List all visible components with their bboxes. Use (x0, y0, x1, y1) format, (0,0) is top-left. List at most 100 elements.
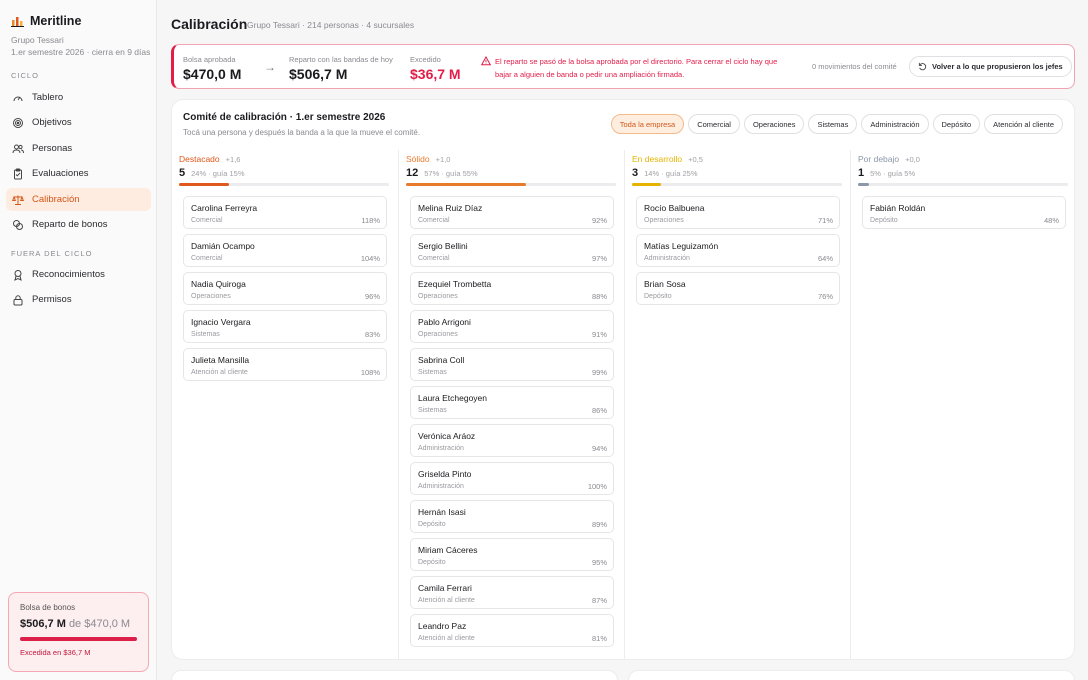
person-card[interactable]: Ignacio Vergara Sistemas 83% (183, 310, 387, 343)
revert-button-label: Volver a lo que propusieron los jefes (932, 62, 1063, 71)
sidebar-item-label: Permisos (32, 294, 72, 305)
budget-alert-text: El reparto se pasó de la bolsa aprobada … (495, 57, 778, 79)
band-name: Por debajo (858, 154, 900, 164)
person-score: 87% (591, 596, 607, 605)
budget-alert-bar: Bolsa aprobada $470,0 M → Reparto con la… (171, 44, 1075, 89)
org-name: Grupo Tessari (11, 35, 64, 45)
filter-chip[interactable]: Depósito (932, 114, 981, 134)
person-score: 83% (364, 330, 380, 339)
band-column[interactable]: En desarrollo +0,5 3 14% · guía 25% Rocío Ba… (624, 150, 850, 659)
bonus-pool-value: $506,7 M (20, 618, 66, 630)
person-department: Operaciones (418, 331, 458, 338)
person-card[interactable]: Verónica Aráoz Administración 94% (410, 424, 614, 457)
person-card[interactable]: Miriam Cáceres Depósito 95% (410, 538, 614, 571)
bonus-pool-label: Bolsa de bonos (20, 603, 76, 612)
person-name: Laura Etchegoyen (418, 393, 487, 403)
sidebar-item-tablero[interactable]: Tablero (6, 86, 151, 109)
approved-budget: Bolsa aprobada $470,0 M (183, 55, 241, 82)
person-department: Operaciones (418, 293, 458, 300)
section-label-out: FUERA DEL CICLO (11, 249, 93, 258)
band-progress-bar (858, 183, 1068, 186)
today-distribution-value: $506,7 M (289, 66, 348, 82)
person-card[interactable]: Matías Leguizamón Administración 64% (636, 234, 840, 267)
person-card[interactable]: Fabián Roldán Depósito 48% (862, 196, 1066, 229)
band-header: En desarrollo +0,5 (632, 154, 703, 164)
band-name: Destacado (179, 154, 220, 164)
person-name: Camila Ferrari (418, 583, 472, 593)
today-distribution-label: Reparto con las bandas de hoy (289, 55, 393, 64)
sidebar-item-personas[interactable]: Personas (6, 137, 151, 160)
person-score: 97% (591, 254, 607, 263)
person-card[interactable]: Sabrina Coll Sistemas 99% (410, 348, 614, 381)
person-department: Sistemas (418, 369, 447, 376)
person-name: Pablo Arrigoni (418, 317, 471, 327)
person-score: 118% (361, 216, 380, 225)
section-label-cycle: CICLO (11, 71, 39, 80)
sidebar-item-permisos[interactable]: Permisos (6, 288, 151, 311)
person-department: Sistemas (191, 331, 220, 338)
band-column[interactable]: Por debajo +0,0 1 5% · guía 5% Fabián Roldán… (850, 150, 1074, 659)
person-card[interactable]: Brian Sosa Depósito 76% (636, 272, 840, 305)
person-department: Comercial (418, 217, 450, 224)
person-card[interactable]: Leandro Paz Atención al cliente 81% (410, 614, 614, 647)
area-filter-chips: Toda la empresa Comercial Operaciones Siste… (610, 114, 1063, 134)
filter-chip[interactable]: Operaciones (743, 114, 805, 134)
person-card[interactable]: Carolina Ferreyra Comercial 118% (183, 196, 387, 229)
person-department: Depósito (644, 293, 672, 300)
band-column[interactable]: Sólido +1,0 12 57% · guía 55% Melina Ruiz Dí… (398, 150, 624, 659)
filter-chip[interactable]: Atención al cliente (984, 114, 1063, 134)
exceeded-value: $36,7 M (410, 66, 461, 82)
person-name: Melina Ruiz Díaz (418, 203, 483, 213)
band-progress-fill (858, 183, 869, 186)
person-department: Administración (418, 483, 464, 490)
person-name: Leandro Paz (418, 621, 467, 631)
person-score: 104% (360, 254, 380, 263)
person-score: 99% (591, 368, 607, 377)
today-distribution: Reparto con las bandas de hoy $506,7 M (289, 55, 393, 82)
person-card[interactable]: Melina Ruiz Díaz Comercial 92% (410, 196, 614, 229)
approved-budget-label: Bolsa aprobada (183, 55, 236, 64)
person-score: 100% (587, 482, 607, 491)
person-card[interactable]: Nadia Quiroga Operaciones 96% (183, 272, 387, 305)
person-card[interactable]: Pablo Arrigoni Operaciones 91% (410, 310, 614, 343)
band-count: 3 (632, 167, 639, 179)
person-card[interactable]: Griselda Pinto Administración 100% (410, 462, 614, 495)
person-department: Sistemas (418, 407, 447, 414)
person-card[interactable]: Julieta Mansilla Atención al cliente 108% (183, 348, 387, 381)
person-card[interactable]: Camila Ferrari Atención al cliente 87% (410, 576, 614, 609)
band-header: Por debajo +0,0 (858, 154, 920, 164)
bonus-pool-of: de $470,0 M (68, 618, 131, 630)
band-header: Sólido +1,0 (406, 154, 450, 164)
person-list: Fabián Roldán Depósito 48% (862, 196, 1066, 234)
person-card[interactable]: Damián Ocampo Comercial 104% (183, 234, 387, 267)
filter-chip[interactable]: Toda la empresa (610, 114, 685, 134)
band-column[interactable]: Destacado +1,6 5 24% · guía 15% Carolina Fer… (172, 150, 398, 659)
bonus-pool-card[interactable]: Bolsa de bonos $506,7 M de $470,0 M Exce… (8, 592, 149, 672)
filter-chip[interactable]: Comercial (688, 114, 740, 134)
sidebar-item-label: Reconocimientos (32, 269, 105, 280)
person-card[interactable]: Sergio Bellini Comercial 97% (410, 234, 614, 267)
person-department: Depósito (418, 559, 446, 566)
sidebar-item-label: Tablero (32, 92, 64, 103)
person-card[interactable]: Hernán Isasi Depósito 89% (410, 500, 614, 533)
band-header: Destacado +1,6 (179, 154, 240, 164)
band-guide: 24% · guía 15% (191, 169, 245, 178)
revert-button[interactable]: Volver a lo que propusieron los jefes (909, 56, 1072, 77)
brand[interactable]: Meritline (11, 14, 81, 28)
coins-icon (13, 219, 23, 230)
filter-chip[interactable]: Administración (861, 114, 929, 134)
person-score: 92% (591, 216, 607, 225)
bonus-pool-amount: $506,7 M de $470,0 M (20, 618, 137, 630)
sidebar-item-objetivos[interactable]: Objetivos (6, 111, 151, 134)
person-name: Sergio Bellini (418, 241, 468, 251)
sidebar-item-evaluaciones[interactable]: Evaluaciones (6, 162, 151, 185)
person-name: Matías Leguizamón (644, 241, 719, 251)
person-card[interactable]: Laura Etchegoyen Sistemas 86% (410, 386, 614, 419)
person-card[interactable]: Ezequiel Trombetta Operaciones 88% (410, 272, 614, 305)
sidebar-item-reconocimientos[interactable]: Reconocimientos (6, 263, 151, 286)
person-card[interactable]: Rocío Balbuena Operaciones 71% (636, 196, 840, 229)
page-title: Calibración (171, 16, 248, 32)
sidebar-item-calibracion[interactable]: Calibración (6, 188, 151, 211)
filter-chip[interactable]: Sistemas (808, 114, 858, 134)
sidebar-item-reparto-bonos[interactable]: Reparto de bonos (6, 213, 151, 236)
